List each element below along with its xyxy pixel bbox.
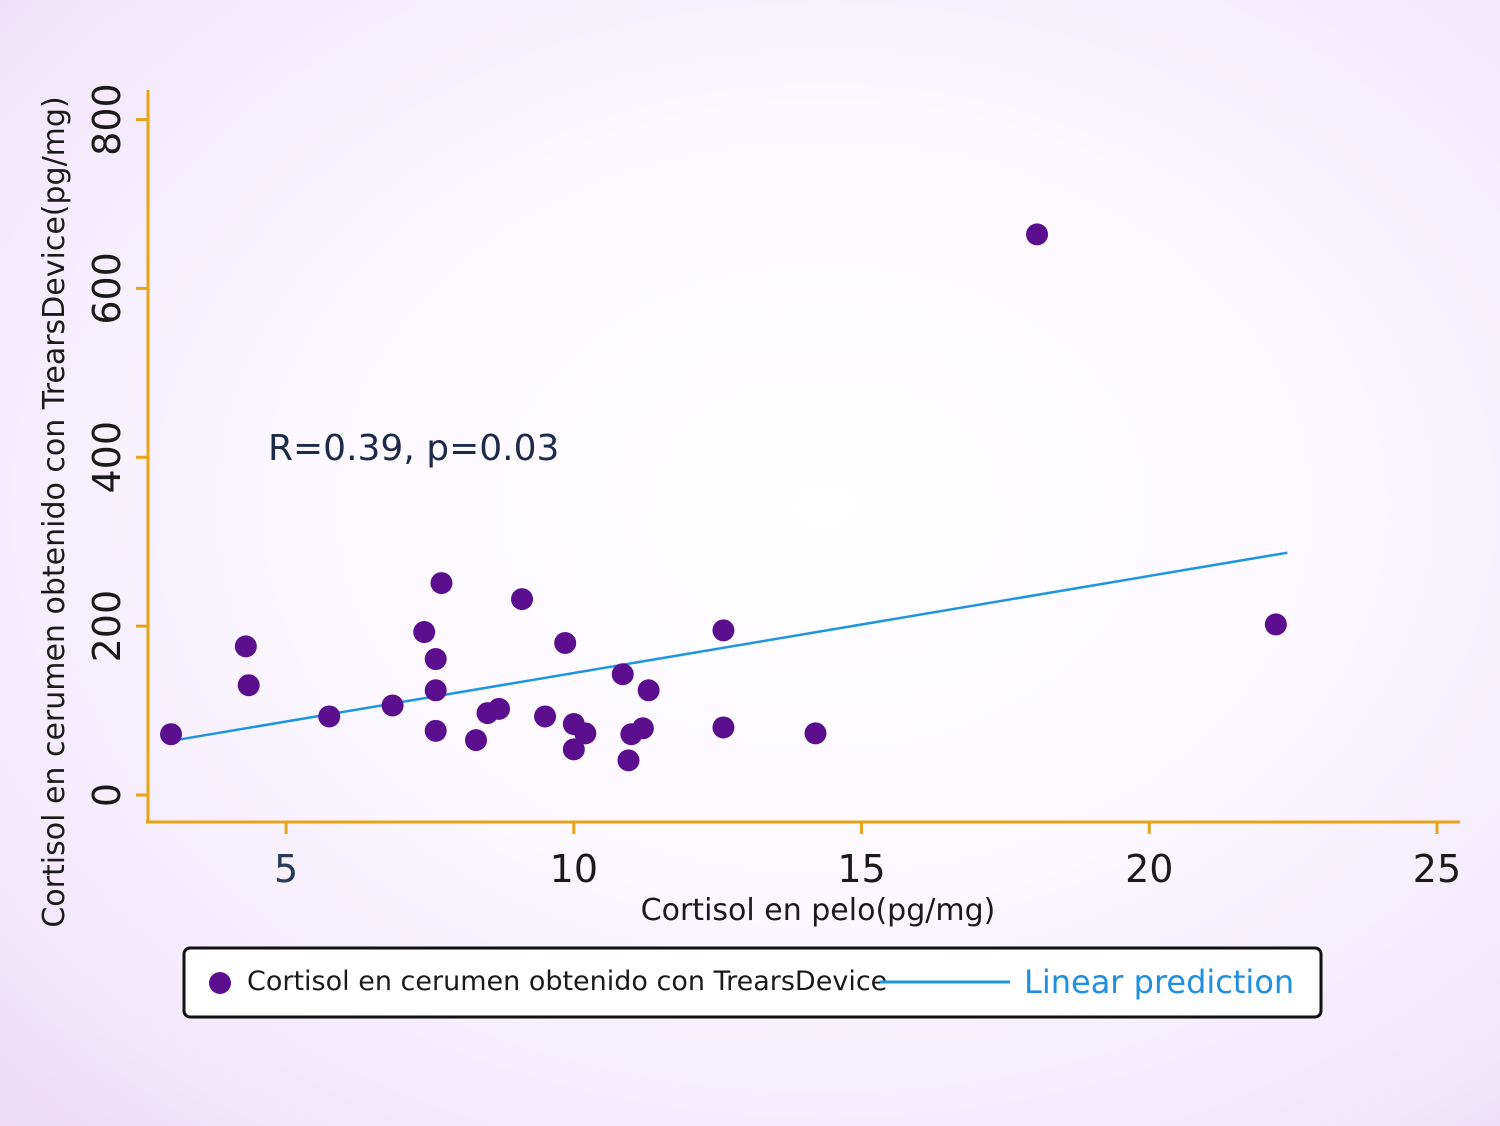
legend-marker-scatter	[209, 972, 231, 994]
x-tick-label: 25	[1413, 847, 1461, 891]
y-tick-label: 200	[85, 590, 129, 663]
x-tick-label: 15	[837, 847, 885, 891]
y-axis-ticks: 0 200 400 600 800	[85, 83, 148, 807]
data-point	[712, 619, 735, 642]
y-tick-label: 0	[85, 783, 129, 807]
data-point	[617, 749, 640, 772]
data-point	[637, 679, 660, 702]
legend-box	[182, 946, 1323, 1019]
x-tick-label: 10	[550, 847, 598, 891]
data-point	[712, 716, 735, 739]
x-axis-title: Cortisol en pelo(pg/mg)	[641, 893, 996, 928]
legend-label-scatter: Cortisol en cerumen obtenido con TrearsD…	[247, 966, 887, 997]
data-point	[424, 719, 447, 742]
y-tick-label: 400	[85, 421, 129, 494]
data-point	[1026, 223, 1049, 246]
x-axis-ticks: 5 10 15 20 25	[274, 822, 1461, 891]
data-point	[562, 738, 585, 761]
data-point	[424, 679, 447, 702]
data-point	[465, 729, 487, 752]
data-point	[413, 621, 436, 644]
x-tick-label: 5	[274, 847, 298, 891]
data-point	[511, 588, 534, 611]
data-point	[574, 722, 597, 745]
y-axis-title: Cortisol en cerumen obtenido con TrearsD…	[37, 96, 72, 927]
scatter-points-layer	[160, 223, 1287, 772]
linear-prediction-line	[170, 551, 1288, 743]
data-point	[430, 572, 453, 595]
legend-label-line: Linear prediction	[1024, 963, 1294, 1001]
data-point	[237, 674, 260, 697]
data-point	[424, 648, 447, 671]
correlation-annotation: R=0.39, p=0.03	[268, 428, 559, 469]
data-point	[1264, 613, 1287, 636]
x-tick-label: 20	[1125, 847, 1173, 891]
y-tick-label: 800	[85, 83, 129, 156]
data-point	[631, 717, 654, 740]
legend: Cortisol en cerumen obtenido con TrearsD…	[182, 946, 1323, 1019]
data-point	[534, 705, 557, 728]
data-point	[318, 705, 341, 728]
data-point	[160, 723, 183, 746]
data-point	[611, 663, 634, 686]
data-point	[554, 632, 577, 655]
data-point	[804, 722, 827, 745]
data-point	[488, 697, 511, 720]
linear-prediction-layer	[170, 551, 1288, 743]
data-point	[381, 694, 404, 717]
y-tick-label: 600	[85, 252, 129, 325]
data-point	[234, 635, 257, 658]
